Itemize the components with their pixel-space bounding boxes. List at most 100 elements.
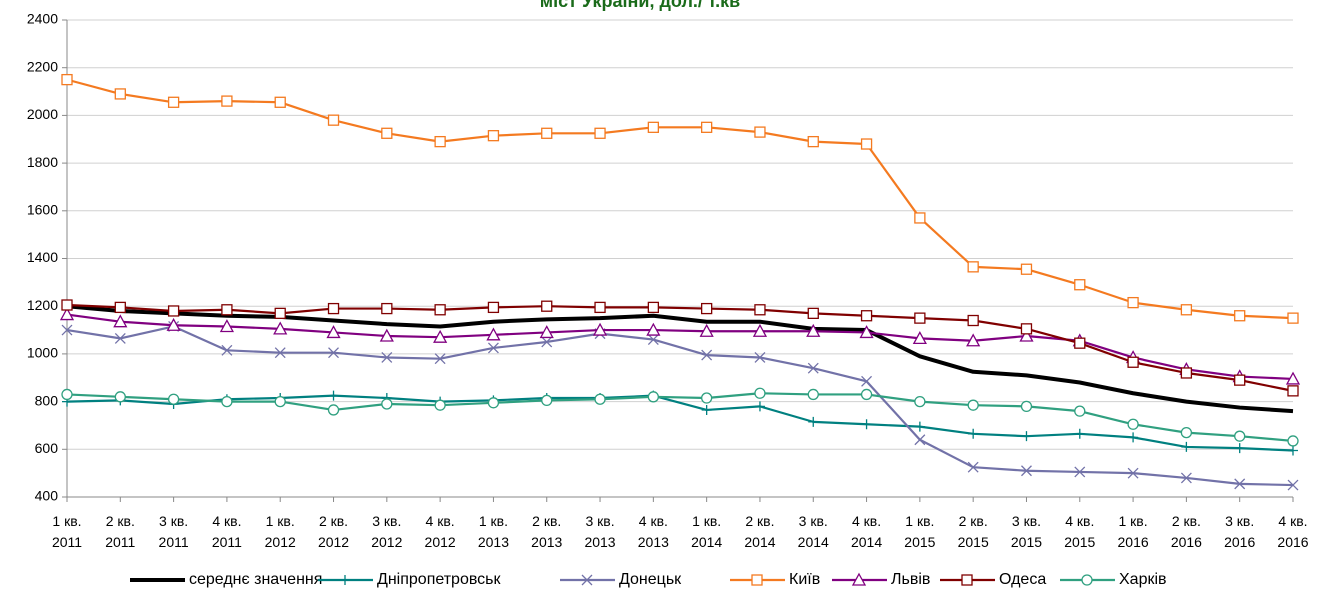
data-point (166, 317, 181, 331)
data-point (381, 127, 393, 139)
data-point (221, 95, 233, 107)
legend-marker (1081, 574, 1093, 586)
x-tick-label: 3 кв. 2012 (371, 513, 403, 550)
series-line (66, 303, 1294, 392)
data-point (221, 395, 233, 408)
data-point (701, 392, 713, 404)
data-point (1287, 385, 1299, 397)
legend-label: Харків (1119, 571, 1167, 588)
data-point (754, 401, 765, 412)
data-point (1074, 428, 1085, 439)
data-point (701, 404, 712, 415)
data-point (114, 391, 126, 403)
legend-marker (851, 572, 867, 586)
data-point (594, 127, 606, 139)
data-point (860, 138, 873, 150)
y-tick-label: 2200 (27, 58, 58, 74)
x-tick-label: 2 кв. 2012 (317, 513, 350, 550)
data-point (754, 387, 766, 399)
y-tick-label: 800 (35, 392, 59, 408)
legend-label: Львів (891, 571, 930, 588)
data-point (328, 390, 339, 401)
data-point (273, 321, 288, 335)
data-point (1234, 478, 1246, 490)
data-point (434, 304, 446, 316)
x-tick-label: 3 кв. 2015 (1010, 513, 1043, 550)
data-point (968, 428, 979, 439)
data-point (434, 353, 446, 365)
data-point (1180, 304, 1193, 316)
data-point (1234, 430, 1246, 442)
x-tick-label: 2 кв. 2013 (531, 513, 563, 550)
y-tick-label: 1000 (27, 345, 58, 361)
data-point (1287, 435, 1299, 447)
x-tick-label: 2 кв. 2011 (105, 513, 136, 550)
data-point (647, 121, 659, 133)
data-point (61, 73, 73, 86)
x-tick-label: 3 кв. 2011 (158, 513, 189, 550)
legend-item: середнє значення (130, 571, 322, 588)
data-point (1287, 312, 1299, 324)
data-point (701, 349, 713, 361)
x-tick-label: 2 кв. 2016 (1170, 513, 1202, 550)
data-point (594, 393, 606, 405)
data-point (1288, 445, 1298, 456)
x-tick-label: 4 кв. 2011 (211, 513, 242, 550)
data-point (592, 322, 608, 336)
legend-marker (961, 574, 973, 586)
legend-marker (340, 575, 350, 585)
x-tick-label: 1 кв. 2013 (477, 513, 509, 550)
data-point (1020, 323, 1033, 335)
data-point (381, 398, 393, 410)
x-tick-label: 3 кв. 2013 (584, 513, 616, 550)
data-point (1021, 465, 1032, 477)
data-point (647, 301, 659, 314)
data-point (806, 323, 821, 337)
y-tick-label: 1200 (27, 297, 58, 313)
legend-item: Донецьк (560, 571, 682, 588)
data-point (860, 310, 873, 322)
data-point (860, 388, 873, 401)
data-point (274, 395, 286, 408)
data-point (434, 135, 446, 148)
data-point (379, 328, 394, 342)
data-point (487, 397, 500, 409)
data-point (967, 261, 979, 273)
data-point (327, 114, 340, 126)
x-tick-label: 4 кв. 2012 (424, 513, 456, 550)
data-point (1074, 279, 1086, 291)
data-point (594, 301, 606, 314)
data-point (61, 324, 73, 336)
legend-label: Одеса (999, 571, 1046, 588)
legend-label: Київ (789, 571, 820, 588)
data-point (274, 96, 286, 108)
data-point (61, 388, 73, 401)
legend-label: Донецьк (619, 571, 682, 588)
data-point (541, 336, 553, 348)
data-point (114, 301, 126, 314)
series-line (66, 325, 1294, 487)
data-point (167, 305, 180, 317)
data-point (59, 307, 75, 321)
data-point (861, 375, 873, 387)
legend-label: середнє значення (189, 571, 322, 588)
data-point (807, 135, 819, 148)
data-point (647, 334, 659, 346)
legend-label: Дніпропетровськ (377, 571, 502, 588)
data-point (221, 344, 233, 356)
x-tick-label: 1 кв. 2016 (1117, 513, 1149, 550)
x-tick-label: 3 кв. 2016 (1224, 513, 1256, 550)
data-point (967, 399, 979, 411)
data-point (912, 331, 927, 345)
legend-item: Київ (730, 571, 820, 588)
x-tick-label: 4 кв. 2016 (1277, 513, 1309, 550)
series-line (66, 78, 1294, 320)
data-point (167, 96, 180, 108)
x-tick-label: 1 кв. 2014 (691, 513, 723, 550)
legend-item: Львів (832, 571, 930, 588)
data-point (914, 312, 926, 324)
data-point (328, 347, 339, 359)
series-line (66, 392, 1294, 443)
